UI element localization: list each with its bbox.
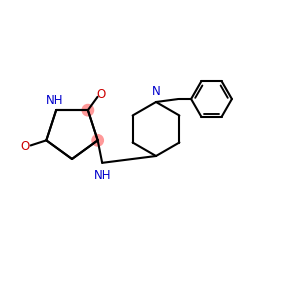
Text: N: N: [152, 85, 161, 98]
Text: NH: NH: [46, 94, 63, 106]
Circle shape: [82, 104, 94, 116]
Text: O: O: [21, 140, 30, 153]
Text: NH: NH: [93, 169, 111, 182]
Circle shape: [92, 135, 103, 146]
Text: O: O: [96, 88, 105, 101]
